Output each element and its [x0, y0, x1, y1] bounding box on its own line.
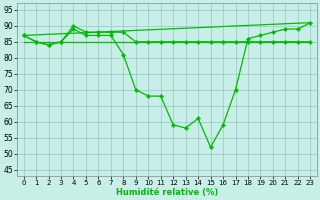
X-axis label: Humidité relative (%): Humidité relative (%): [116, 188, 218, 197]
